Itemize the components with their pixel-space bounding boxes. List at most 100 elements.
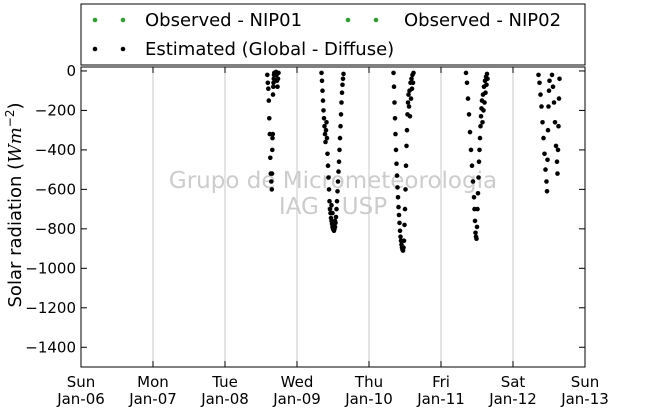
data-point	[538, 92, 543, 97]
data-point	[398, 234, 403, 239]
data-point	[553, 143, 559, 149]
x-tick-label-date: Jan-06	[56, 390, 105, 408]
data-point	[544, 179, 549, 184]
x-tick-label-day: Sat	[501, 373, 526, 391]
data-point	[340, 82, 345, 88]
data-point	[408, 96, 414, 101]
data-point	[270, 131, 276, 137]
y-tick-label: −1000	[25, 259, 76, 277]
data-point	[340, 76, 346, 82]
legend-box	[80, 3, 586, 66]
data-point	[269, 187, 275, 192]
data-point	[410, 80, 416, 86]
data-point	[542, 151, 547, 157]
data-point	[265, 80, 271, 86]
data-point	[319, 78, 325, 84]
data-point	[335, 189, 340, 194]
data-point	[556, 96, 562, 101]
x-tick-label-date: Jan-10	[344, 390, 393, 408]
data-point	[334, 198, 340, 204]
x-tick-label-date: Jan-07	[128, 390, 177, 408]
data-point	[269, 171, 275, 176]
data-point	[555, 171, 560, 176]
data-point	[536, 72, 541, 78]
data-point	[478, 123, 483, 129]
data-point	[541, 135, 546, 141]
data-point	[332, 224, 338, 230]
data-point	[395, 185, 400, 190]
data-point	[465, 96, 471, 101]
data-point	[267, 116, 272, 121]
y-label-unit: Wm	[5, 127, 26, 163]
data-point	[546, 88, 552, 93]
x-tick-label-day: Sun	[67, 373, 96, 391]
data-point	[546, 104, 551, 109]
y-axis-ticks: 0 −200 −400 −600 −800 −1000 −1200 −1400	[25, 62, 585, 356]
data-point	[397, 228, 403, 234]
x-tick-label-day: Wed	[281, 373, 314, 391]
data-points	[265, 69, 562, 253]
data-point	[470, 179, 476, 184]
data-point	[321, 108, 326, 113]
data-point	[556, 123, 561, 129]
watermark-line-2: IAG - USP	[279, 194, 387, 220]
y-tick-label: −1200	[25, 299, 76, 317]
data-point	[401, 238, 407, 243]
legend: Observed - NIP01 Observed - NIP02 Estimate…	[80, 3, 586, 66]
data-point	[320, 88, 325, 93]
data-point	[397, 220, 402, 226]
data-point	[468, 147, 474, 153]
legend-marker	[120, 46, 126, 52]
data-point	[403, 187, 408, 192]
data-point	[406, 92, 411, 97]
data-point	[557, 76, 562, 82]
watermark-line-1: Grupo de Micrometeorologia	[169, 168, 497, 194]
y-label-text: Solar radiation (	[5, 163, 26, 308]
data-point	[323, 139, 328, 145]
data-point	[393, 131, 398, 137]
data-point	[319, 70, 324, 76]
data-point	[472, 218, 478, 224]
data-point	[329, 202, 334, 208]
data-point	[322, 131, 328, 137]
data-point	[323, 127, 329, 133]
data-point	[326, 187, 332, 192]
data-point	[476, 175, 481, 180]
data-point	[403, 163, 409, 168]
data-point	[485, 76, 490, 82]
legend-marker	[373, 17, 379, 23]
data-point	[555, 147, 561, 153]
data-point	[474, 236, 479, 241]
data-point	[336, 159, 342, 164]
plot-frame	[80, 66, 586, 368]
legend-marker	[92, 46, 98, 52]
data-point	[484, 71, 490, 77]
data-point	[539, 104, 544, 109]
x-axis-ticks: SunJan-06MonJan-07TueJan-08WedJan-09ThuJ…	[56, 67, 609, 408]
data-point	[324, 135, 330, 141]
data-point	[406, 104, 412, 109]
data-point	[409, 86, 415, 91]
data-point	[268, 155, 273, 161]
data-point	[405, 100, 411, 105]
data-point	[265, 72, 270, 78]
legend-label: Observed - NIP02	[404, 10, 561, 31]
data-point	[554, 159, 560, 164]
data-point	[330, 210, 335, 216]
data-point	[545, 157, 550, 163]
data-point	[333, 214, 339, 220]
data-point	[327, 206, 333, 212]
data-point	[411, 70, 416, 76]
data-point	[270, 135, 275, 141]
y-tick-label: −600	[35, 180, 76, 198]
data-point	[266, 98, 272, 103]
data-point	[339, 100, 344, 105]
data-point	[402, 206, 408, 212]
data-point	[482, 100, 487, 105]
y-tick-label: 0	[66, 62, 76, 80]
data-point	[478, 114, 484, 119]
y-tick-label: −200	[35, 101, 76, 119]
data-point	[322, 123, 327, 129]
